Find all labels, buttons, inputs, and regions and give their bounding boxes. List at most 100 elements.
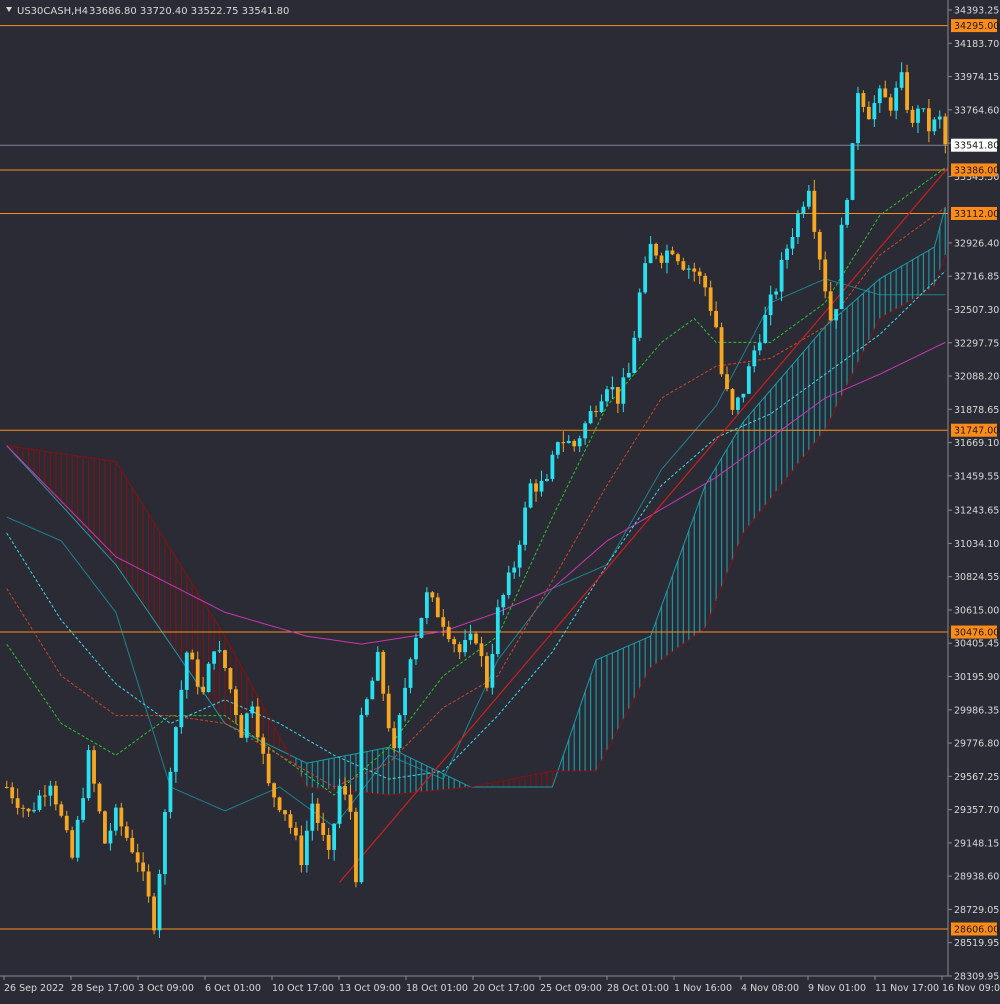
candle-body <box>386 693 391 729</box>
candle-body <box>790 237 795 249</box>
candle-body <box>883 88 888 98</box>
candle-body <box>572 440 577 447</box>
candle-body <box>277 797 282 811</box>
y-tick-label: 30615.00 <box>954 605 999 616</box>
candle-body <box>266 753 271 784</box>
candle-body <box>37 795 42 810</box>
candle-body <box>566 440 571 443</box>
moving-average-cyan <box>6 270 946 780</box>
candle-body <box>594 411 598 413</box>
candle-body <box>294 827 298 836</box>
x-tick-label: 28 Sep 17:00 <box>71 983 134 994</box>
candle-body <box>905 72 909 110</box>
candle-body <box>485 656 489 688</box>
candle-body <box>337 786 342 824</box>
candle-body <box>545 478 549 481</box>
candle-body <box>796 213 800 238</box>
candle-body <box>725 374 729 390</box>
candle-body <box>719 327 724 375</box>
candle-body <box>201 686 206 693</box>
x-tick-label: 11 Nov 17:00 <box>875 983 939 994</box>
y-tick-label: 29986.35 <box>954 705 999 716</box>
candle-body <box>108 830 113 844</box>
candle-body <box>474 633 478 644</box>
x-tick-label: 16 Nov 09:00 <box>942 983 1000 994</box>
x-tick-label: 25 Oct 09:00 <box>540 983 602 994</box>
candle-body <box>190 652 195 660</box>
x-tick-label: 13 Oct 09:00 <box>339 983 401 994</box>
candle-body <box>736 397 740 410</box>
candle-body <box>926 108 931 132</box>
candle-body <box>495 607 500 655</box>
candle-body <box>834 309 839 321</box>
candle-body <box>588 411 593 424</box>
candle-body <box>610 387 615 390</box>
candle-body <box>894 87 899 111</box>
candle-body <box>441 617 446 627</box>
candle-body <box>299 835 304 866</box>
candle-body <box>354 811 358 883</box>
candle-body <box>910 109 915 123</box>
level-tag-label: 33386.00 <box>954 165 999 176</box>
candle-body <box>97 783 102 812</box>
y-tick-label: 31878.65 <box>954 405 999 416</box>
candle-body <box>32 809 36 812</box>
candle-body <box>714 310 719 328</box>
y-tick-label: 31669.10 <box>954 438 999 449</box>
candle-body <box>861 93 866 107</box>
y-tick-label: 33764.60 <box>954 105 999 116</box>
y-tick-label: 31034.10 <box>954 539 999 550</box>
candle-body <box>326 834 331 850</box>
candle-body <box>539 480 544 492</box>
x-tick-label: 18 Oct 01:00 <box>406 983 468 994</box>
candle-body <box>81 798 86 820</box>
x-tick-label: 1 Nov 16:00 <box>674 983 732 994</box>
candle-body <box>659 255 664 263</box>
y-tick-label: 33974.15 <box>954 72 999 83</box>
candle-body <box>583 423 588 439</box>
candle-body <box>632 337 637 373</box>
level-tag <box>951 19 997 33</box>
y-tick-label: 32507.30 <box>954 305 999 316</box>
candle-body <box>348 794 353 812</box>
candle-body <box>288 814 293 828</box>
candle-body <box>168 771 173 812</box>
y-tick-label: 32716.85 <box>954 272 999 283</box>
candle-body <box>555 442 560 455</box>
candle-body <box>206 663 211 693</box>
y-tick-label: 29357.70 <box>954 805 999 816</box>
candle-body <box>643 263 648 293</box>
level-tag-label: 31747.00 <box>954 426 999 437</box>
moving-average-magenta <box>6 341 946 645</box>
candle-body <box>866 106 871 120</box>
candle-body <box>212 651 216 664</box>
candle-body <box>490 654 495 688</box>
candle-body <box>730 389 735 410</box>
candle-body <box>26 808 31 812</box>
y-tick-label: 33345.50 <box>954 172 999 183</box>
candle-body <box>119 807 124 827</box>
dropdown-arrow-icon[interactable] <box>6 7 12 12</box>
candle-body <box>43 795 47 797</box>
candle-body <box>304 830 309 866</box>
candle-body <box>343 786 347 795</box>
candle-body <box>70 830 75 858</box>
y-tick-label: 28519.95 <box>954 938 999 949</box>
candle-body <box>708 287 713 311</box>
candle-body <box>217 650 222 652</box>
candle-body <box>283 810 287 815</box>
x-tick-label: 3 Oct 09:00 <box>138 983 194 994</box>
x-tick-label: 28 Oct 01:00 <box>607 983 669 994</box>
level-tag-label: 34295.00 <box>954 21 999 32</box>
candle-body <box>626 372 631 378</box>
y-tick-label: 34183.70 <box>954 39 999 50</box>
candle-body <box>921 108 926 110</box>
candles <box>4 62 948 938</box>
candle-body <box>141 862 146 872</box>
candle-body <box>233 689 238 715</box>
y-tick-label: 28309.95 <box>954 972 999 983</box>
x-tick-label: 10 Oct 17:00 <box>272 983 334 994</box>
candle-body <box>92 750 96 784</box>
